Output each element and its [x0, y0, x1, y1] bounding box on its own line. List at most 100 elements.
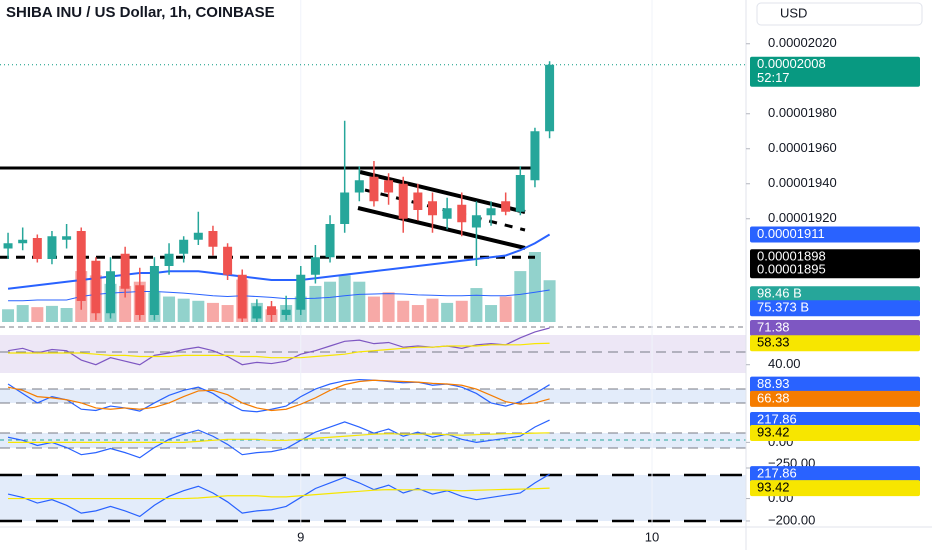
candle-body — [76, 231, 86, 301]
x-tick-label: 10 — [645, 529, 659, 544]
y-tick-label: 0.00001920 — [768, 210, 837, 225]
price-badge — [750, 226, 920, 243]
price-badge — [750, 262, 920, 279]
indicator-line — [7, 473, 550, 518]
rsi-band — [0, 335, 746, 373]
candle-body — [135, 285, 145, 315]
volume-bar — [338, 275, 351, 322]
indicator-line — [7, 419, 550, 459]
price-badge — [750, 286, 920, 303]
y-tick-label: 0.00002020 — [768, 35, 837, 50]
volume-bar — [382, 292, 395, 322]
badge-label: 93.42 — [757, 424, 790, 439]
indicator-line — [8, 487, 550, 500]
badge-label: 0.00001898 — [757, 249, 826, 264]
volume-bar — [528, 252, 541, 322]
candle-body — [32, 238, 42, 259]
candle-body — [91, 260, 101, 314]
volume-bar — [45, 305, 58, 322]
candle-body — [47, 236, 57, 259]
volume-bar — [411, 305, 424, 322]
badge-label: 98.46 B — [757, 286, 802, 301]
price-badge — [750, 249, 920, 266]
channel-line — [359, 170, 526, 214]
volume-bar — [426, 298, 439, 322]
currency[interactable]: USD — [780, 5, 807, 20]
volume-bar — [221, 305, 234, 322]
badge-label: 66.38 — [757, 390, 790, 405]
volume-bar — [353, 281, 366, 322]
candle-body — [427, 201, 437, 216]
plot-area — [0, 0, 746, 527]
volume-bar — [60, 308, 73, 322]
channel-line — [357, 206, 526, 250]
candle-body — [120, 253, 130, 289]
candle-body — [413, 192, 423, 210]
drawings — [357, 170, 526, 250]
volume-bar — [397, 300, 410, 322]
badge-label: 71.38 — [757, 319, 790, 334]
volume-ma-line — [8, 289, 550, 302]
stoch-band — [0, 389, 746, 403]
volume-bar — [441, 302, 454, 322]
candle-body — [442, 208, 452, 219]
badge-countdown: 52:17 — [757, 70, 790, 85]
badge-label: 0.00002008 — [757, 56, 826, 71]
currency-button[interactable] — [756, 2, 923, 26]
candle-body — [281, 309, 291, 315]
volume-bar — [309, 285, 322, 322]
candle-body — [354, 180, 364, 193]
price-badge — [750, 412, 920, 429]
candle-body — [501, 201, 511, 212]
badge-label: 93.42 — [757, 480, 790, 495]
indicator-line — [7, 327, 550, 366]
volume-bar — [119, 285, 132, 322]
badge-label: 217.86 — [757, 411, 797, 426]
y-tick-label: 40.00 — [768, 356, 801, 371]
candle-body — [310, 257, 320, 275]
volume-bar — [455, 300, 468, 322]
candle-body — [3, 243, 13, 249]
volume-bar — [543, 280, 556, 322]
ma-line — [7, 233, 551, 290]
indicator-line — [8, 342, 550, 359]
candle-body — [486, 208, 496, 216]
y-tick-label: 0.00001940 — [768, 175, 837, 190]
candle-body — [266, 306, 276, 315]
candle-body — [398, 183, 408, 219]
candle-body — [369, 176, 379, 202]
price-badge — [750, 466, 920, 483]
volume-bar — [485, 305, 498, 322]
price-badge — [750, 335, 920, 352]
badge-label: 58.33 — [757, 335, 790, 350]
indicator-line — [7, 379, 550, 412]
volume-bar — [470, 288, 483, 322]
y-tick-label: 0.00001980 — [768, 105, 837, 120]
cci-band — [0, 433, 746, 448]
volume-bar — [324, 281, 337, 322]
candle-body — [471, 215, 481, 228]
candle-body — [237, 274, 247, 319]
candle-body — [149, 266, 159, 315]
badge-label: 0.00001911 — [757, 226, 825, 241]
badge-label: 75.373 B — [757, 300, 809, 315]
volume-bar — [514, 271, 527, 322]
price-badge — [750, 320, 920, 337]
badge-label: 0.00001895 — [757, 262, 826, 277]
candle-body — [62, 236, 72, 240]
volume-bar — [206, 302, 219, 322]
chart-title: SHIBA INU / US Dollar, 1h, COINBASE — [6, 4, 275, 21]
volume-bar — [163, 296, 176, 322]
price-badge — [750, 480, 920, 497]
volume-bar — [367, 296, 380, 322]
volume-bar — [177, 298, 190, 322]
candle-body — [545, 64, 555, 132]
volume-bar — [31, 307, 44, 322]
indicator-line — [8, 432, 550, 443]
price-badge — [750, 376, 920, 393]
candle-body — [208, 231, 218, 247]
candle-body — [252, 306, 262, 319]
price-badge — [750, 425, 920, 442]
volume-bar — [16, 305, 29, 322]
